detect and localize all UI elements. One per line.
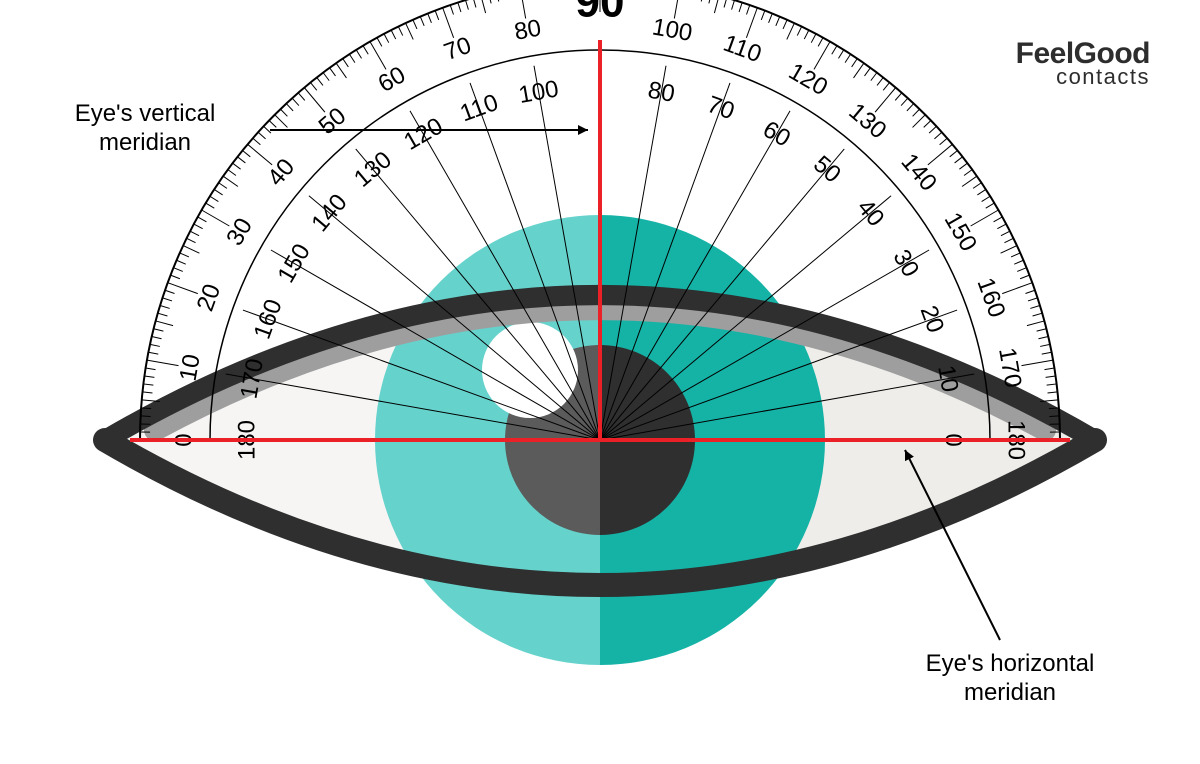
- protractor-number: 140: [306, 189, 352, 237]
- horizontal-label-line1: Eye's horizontal: [926, 650, 1095, 677]
- vertical-label-line1: Eye's vertical: [75, 100, 216, 127]
- protractor-number: 150: [272, 239, 315, 287]
- protractor-number: 70: [704, 91, 738, 126]
- protractor-number: 150: [939, 208, 982, 256]
- protractor-number: 100: [517, 75, 561, 109]
- protractor-number: 120: [784, 58, 832, 101]
- protractor-number: 110: [720, 30, 765, 68]
- protractor-number: 130: [349, 146, 397, 192]
- protractor-number: 10: [175, 352, 206, 383]
- protractor-number: 40: [262, 154, 300, 192]
- diagram-stage: 0102030405060708090100110120130140150160…: [0, 0, 1200, 764]
- protractor-number: 40: [852, 194, 890, 232]
- protractor-number: 100: [650, 13, 694, 47]
- protractor-number: 80: [512, 15, 543, 46]
- protractor-number: 30: [221, 214, 258, 251]
- brand-logo: FeelGood contacts: [1016, 40, 1150, 87]
- protractor-number: 120: [399, 112, 447, 155]
- protractor-number: 110: [457, 89, 502, 127]
- horizontal-meridian-label: Eye's horizontalmeridian: [880, 650, 1140, 708]
- protractor-number: 60: [374, 61, 411, 98]
- protractor-number: 20: [915, 302, 950, 336]
- horizontal-label-line2: meridian: [964, 679, 1056, 706]
- protractor-number: 60: [758, 116, 795, 153]
- vertical-meridian-label: Eye's verticalmeridian: [35, 100, 255, 158]
- protractor-number: 160: [972, 274, 1011, 321]
- protractor-number: 130: [843, 98, 891, 144]
- vertical-label-line2: meridian: [99, 129, 191, 156]
- protractor-number: 90: [576, 0, 625, 27]
- protractor-number: 10: [932, 363, 963, 394]
- protractor-number: 50: [808, 151, 846, 189]
- protractor-number: 80: [646, 77, 677, 108]
- protractor-number: 160: [249, 296, 288, 343]
- protractor-number: 70: [441, 32, 475, 67]
- protractor-number: 20: [192, 281, 227, 315]
- protractor-number: 50: [314, 102, 352, 140]
- brand-line-1: FeelGood: [1016, 40, 1150, 67]
- protractor-number: 30: [887, 245, 924, 282]
- protractor-number: 140: [896, 148, 942, 196]
